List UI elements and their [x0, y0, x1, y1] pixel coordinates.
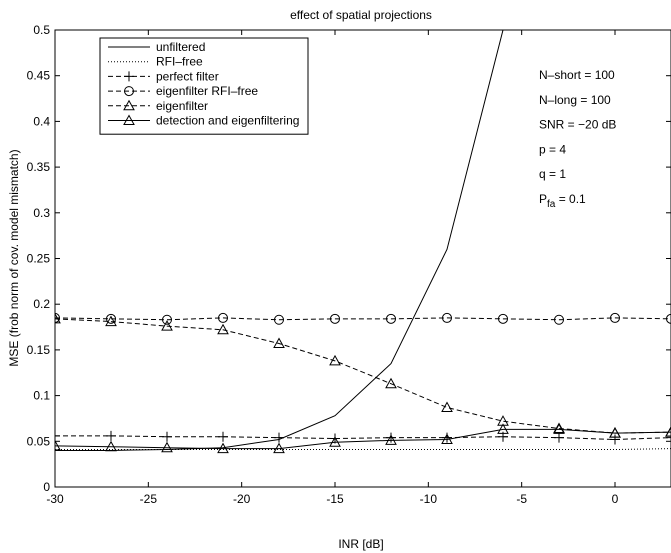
marker	[666, 313, 671, 324]
marker	[609, 427, 621, 438]
x-tick-label: -20	[233, 492, 251, 506]
x-tick-label: -30	[46, 492, 64, 506]
x-tick-label: 0	[612, 492, 619, 506]
marker	[554, 432, 564, 443]
y-tick-label: 0.45	[27, 69, 51, 83]
marker	[124, 86, 134, 97]
marker	[105, 315, 117, 327]
marker	[217, 323, 229, 335]
marker	[161, 441, 173, 453]
x-axis-label: INR [dB]	[338, 537, 383, 551]
marker	[329, 354, 341, 366]
legend-label: RFI–free	[156, 55, 203, 69]
marker	[441, 433, 453, 444]
marker	[124, 71, 134, 82]
marker	[442, 312, 452, 323]
legend-label: perfect filter	[156, 69, 219, 83]
marker	[441, 401, 453, 412]
annotation-part: N–long = 100	[539, 93, 611, 107]
series-line	[55, 318, 671, 434]
y-tick-label: 0.15	[27, 343, 51, 357]
series-line	[55, 448, 671, 451]
y-tick-label: 0.35	[27, 160, 51, 174]
y-tick-label: 0.05	[27, 434, 51, 448]
y-tick-label: 0.3	[33, 206, 50, 220]
y-tick-label: 0.25	[27, 252, 51, 266]
x-tick-label: -25	[140, 492, 158, 506]
plot-area	[55, 30, 671, 454]
marker	[553, 423, 565, 434]
marker	[386, 313, 396, 324]
marker	[554, 314, 564, 325]
marker	[106, 430, 116, 441]
marker	[55, 312, 61, 324]
marker	[123, 99, 135, 111]
marker	[105, 440, 117, 452]
marker	[273, 337, 285, 349]
marker	[218, 312, 228, 323]
y-tick-label: 0.4	[33, 114, 50, 128]
annotation: N–long = 100	[539, 93, 611, 107]
y-tick-label: 0.2	[33, 297, 50, 311]
marker	[217, 442, 229, 454]
y-tick-label: 0	[43, 480, 50, 494]
marker	[329, 436, 341, 447]
y-axis-label: MSE (frob norm of cov. model mismatch)	[7, 149, 21, 366]
x-tick-label: -10	[420, 492, 438, 506]
marker	[330, 313, 340, 324]
marker	[386, 432, 396, 443]
marker	[610, 434, 620, 445]
marker	[106, 313, 116, 324]
x-tick-label: -5	[516, 492, 527, 506]
marker	[497, 423, 509, 434]
legend-label: eigenfilter	[156, 99, 208, 113]
legend-label: detection and eigenfiltering	[156, 114, 299, 128]
annotation-part: q = 1	[539, 167, 566, 181]
marker	[385, 434, 397, 445]
annotation-part: N–short = 100	[539, 68, 615, 82]
series-line	[55, 428, 671, 450]
marker	[385, 377, 397, 389]
legend-label: unfiltered	[156, 40, 205, 54]
marker	[55, 439, 61, 451]
marker	[274, 314, 284, 325]
series-line	[55, 435, 671, 440]
annotation-part: SNR = −20 dB	[539, 118, 616, 132]
legend-box	[99, 37, 309, 135]
marker	[55, 312, 60, 323]
y-tick-label: 0.1	[33, 389, 50, 403]
annotation-part: P	[539, 192, 547, 206]
annotation: Pfa = 0.1	[539, 192, 586, 210]
marker	[610, 312, 620, 323]
marker	[55, 430, 60, 441]
marker	[123, 114, 135, 125]
annotation-part: = 0.1	[555, 192, 586, 206]
marker	[665, 426, 671, 437]
marker	[218, 431, 228, 442]
series-line	[55, 317, 671, 321]
marker	[498, 313, 508, 324]
marker	[162, 431, 172, 442]
annotation-part: p = 4	[539, 142, 566, 156]
marker	[161, 320, 173, 331]
marker	[273, 442, 285, 454]
annotation-part: fa	[547, 199, 556, 210]
legend-label: eigenfilter RFI–free	[156, 84, 258, 98]
annotation: SNR = −20 dB	[539, 118, 616, 132]
chart-title: effect of spatial projections	[290, 8, 432, 22]
annotation: p = 4	[539, 142, 566, 156]
x-tick-label: -15	[326, 492, 344, 506]
y-tick-label: 0.5	[33, 23, 50, 37]
marker	[666, 432, 671, 443]
marker	[274, 432, 284, 443]
annotation: q = 1	[539, 167, 566, 181]
annotation: N–short = 100	[539, 68, 615, 82]
marker	[162, 314, 172, 325]
